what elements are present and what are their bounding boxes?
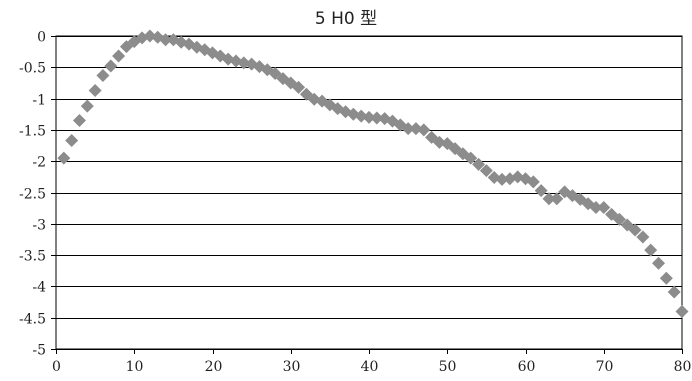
data-point xyxy=(401,122,415,136)
data-point xyxy=(362,110,376,124)
tick-labels: 0 -0.5 -1 -1.5 -2 -2.5 -3 -3.5 -4 -4.5 -5 0 10 20 30 40… xyxy=(19,30,691,376)
data-point xyxy=(159,33,173,47)
data-point xyxy=(80,99,94,113)
axes xyxy=(51,35,683,354)
data-point xyxy=(628,223,642,237)
y-tick-label: -5 xyxy=(32,343,46,359)
data-point xyxy=(237,56,251,70)
data-point xyxy=(612,212,626,226)
data-point xyxy=(542,192,556,206)
data-point xyxy=(472,157,486,171)
y-tick-label: -3 xyxy=(32,218,46,234)
data-point xyxy=(72,114,86,128)
data-point xyxy=(292,80,306,94)
data-point xyxy=(589,201,603,215)
data-point xyxy=(534,184,548,198)
y-tick-label: -1 xyxy=(32,93,46,109)
x-tick-label: 0 xyxy=(52,359,61,375)
data-point xyxy=(104,59,118,73)
data-point xyxy=(597,201,611,215)
gridlines xyxy=(56,36,682,350)
x-tick-label: 10 xyxy=(126,359,144,375)
data-series xyxy=(57,29,689,318)
data-point xyxy=(112,49,126,63)
x-tick-label: 30 xyxy=(283,359,301,375)
data-point xyxy=(432,135,446,149)
chart-title: 5 H0 型 xyxy=(314,9,378,29)
data-point xyxy=(88,83,102,97)
data-point xyxy=(675,304,689,318)
data-point xyxy=(409,122,423,136)
y-tick-label: -1.5 xyxy=(19,124,46,140)
x-tick-label: 20 xyxy=(205,359,223,375)
data-point xyxy=(464,151,478,165)
y-tick-label: -2 xyxy=(32,155,46,171)
data-point xyxy=(495,172,509,186)
y-tick-label: -0.5 xyxy=(19,61,46,77)
x-tick-label: 50 xyxy=(439,359,457,375)
data-point xyxy=(526,175,540,189)
y-tick-label: -4 xyxy=(32,280,46,296)
data-point xyxy=(354,109,368,123)
data-point xyxy=(221,52,235,66)
data-point xyxy=(479,164,493,178)
data-point xyxy=(370,111,384,125)
y-tick-label: 0 xyxy=(37,30,46,46)
data-point xyxy=(652,256,666,270)
y-tick-label: -2.5 xyxy=(19,187,46,203)
data-point xyxy=(417,123,431,137)
data-point xyxy=(636,230,650,244)
x-tick-label: 80 xyxy=(674,359,692,375)
data-point xyxy=(143,29,157,43)
x-tick-label: 40 xyxy=(361,359,379,375)
y-tick-label: -3.5 xyxy=(19,249,46,265)
data-point xyxy=(667,285,681,299)
data-point xyxy=(96,68,110,82)
x-tick-label: 60 xyxy=(518,359,536,375)
data-point xyxy=(65,134,79,148)
data-point xyxy=(57,151,71,165)
data-point xyxy=(135,31,149,45)
data-point xyxy=(659,271,673,285)
data-point xyxy=(644,243,658,257)
data-point xyxy=(550,192,564,206)
plot-frame xyxy=(55,35,683,350)
x-tick-label: 70 xyxy=(596,359,614,375)
y-tick-label: -4.5 xyxy=(19,312,46,328)
